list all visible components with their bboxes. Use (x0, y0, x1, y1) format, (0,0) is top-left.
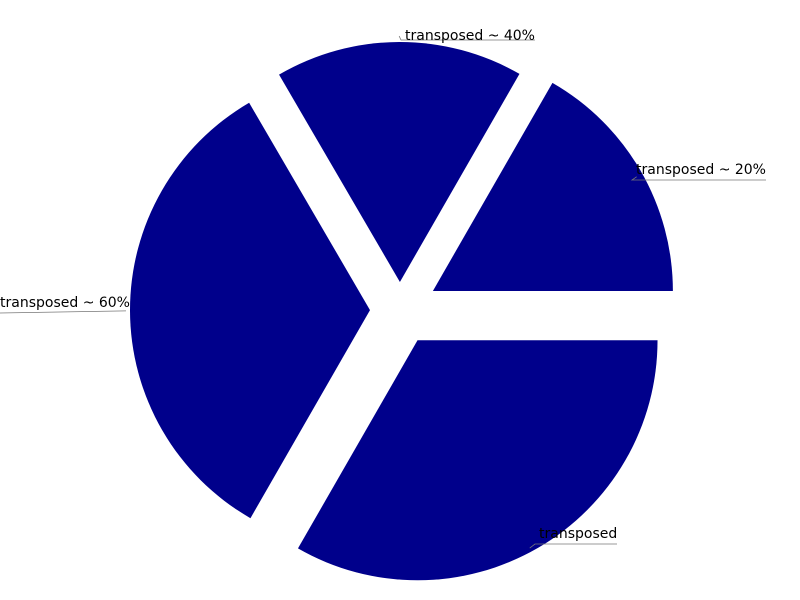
pie-slice (279, 42, 520, 283)
slice-label: transposed ~ 40% (405, 28, 535, 44)
pie-slice (432, 82, 673, 291)
slice-label: transposed ~ 60% (0, 295, 130, 311)
label-leader-line (529, 543, 617, 549)
pie-labels: transposed ~ 20% transposed ~ 40% transpos… (0, 28, 766, 549)
pie-slice (130, 102, 371, 519)
label-leader-line (630, 176, 766, 181)
slice-label: transposed (539, 526, 617, 542)
pie-slices (130, 42, 673, 581)
label-leader-line (398, 35, 535, 41)
label-leader-line (0, 310, 127, 314)
slice-label: transposed ~ 20% (636, 162, 766, 178)
pie-slice (297, 340, 658, 581)
